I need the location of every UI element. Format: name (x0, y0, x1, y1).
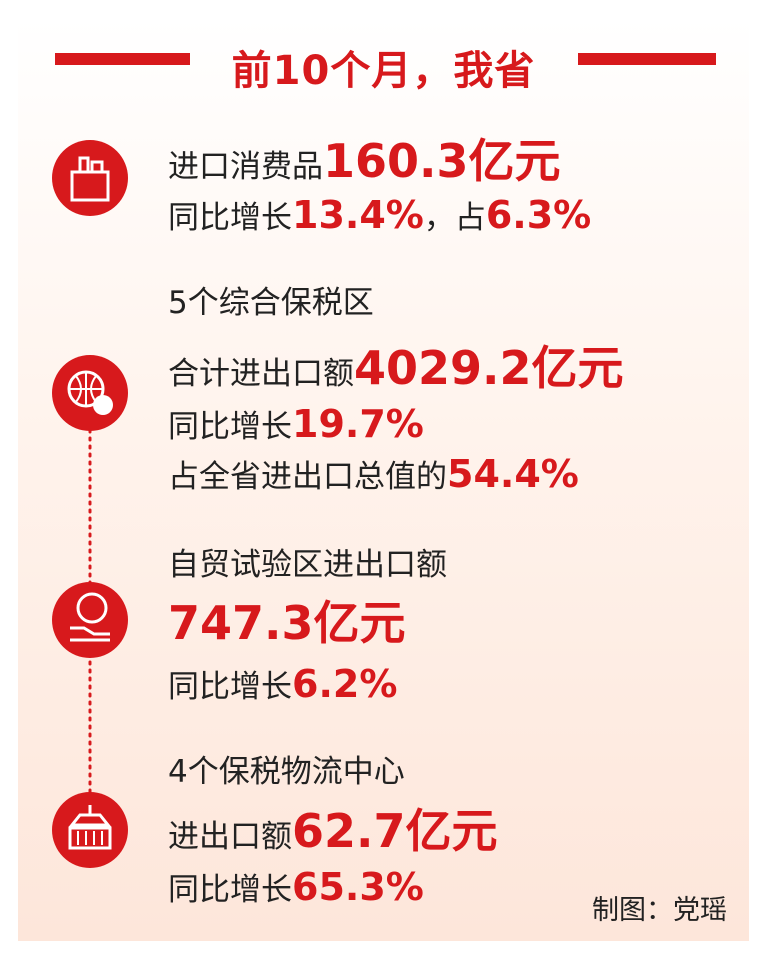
highlight-value: 160.3亿元 (323, 134, 561, 188)
label-text: 占全省进出口总值的 (168, 459, 447, 495)
text-line: 占全省进出口总值的54.4% (168, 455, 579, 493)
text-line: 合计进出口额4029.2亿元 (168, 345, 624, 391)
icon-container (52, 792, 128, 868)
label-text: 4个保税物流中心 (168, 754, 405, 790)
text-line: 747.3亿元 (168, 600, 406, 646)
label-text: 同比增长 (168, 872, 292, 908)
highlight-value: 6.3% (485, 193, 592, 237)
title-bar (578, 53, 716, 65)
highlight-value: 13.4% (292, 193, 424, 237)
text-line: 同比增长19.7% (168, 405, 424, 443)
text-line: 进口消费品160.3亿元 (168, 138, 561, 184)
highlight-value: 62.7亿元 (292, 804, 498, 858)
highlight-value: 19.7% (292, 402, 424, 446)
credit: 制图：党瑶 (592, 895, 727, 926)
highlight-value: 65.3% (292, 865, 424, 909)
text-line: 5个综合保税区 (168, 288, 374, 319)
label-text: 自贸试验区进出口额 (168, 547, 447, 583)
label-text: 进口消费品 (168, 149, 323, 185)
label-text: 进出口额 (168, 819, 292, 855)
icon-bag (52, 140, 128, 216)
background (18, 18, 749, 941)
text-line: 自贸试验区进出口额 (168, 550, 447, 581)
label-text: 同比增长 (168, 200, 292, 236)
icon-globe (52, 355, 128, 431)
text-line: 4个保税物流中心 (168, 757, 405, 788)
icon-hand-coin (52, 582, 128, 658)
title-bar (55, 53, 190, 65)
text-line: 同比增长13.4%，占6.3% (168, 196, 591, 234)
label-text: 同比增长 (168, 669, 292, 705)
highlight-value: 54.4% (447, 452, 579, 496)
label-text: 5个综合保税区 (168, 285, 374, 321)
text-line: 同比增长65.3% (168, 868, 424, 906)
label-text: 同比增长 (168, 409, 292, 445)
highlight-value: 4029.2亿元 (354, 341, 624, 395)
label-text: 合计进出口额 (168, 356, 354, 392)
label-text: ，占 (423, 200, 486, 236)
title: 前10个月，我省 (231, 48, 536, 94)
text-line: 进出口额62.7亿元 (168, 808, 498, 854)
text-line: 同比增长6.2% (168, 665, 397, 703)
highlight-value: 747.3亿元 (168, 596, 406, 650)
highlight-value: 6.2% (292, 662, 398, 706)
